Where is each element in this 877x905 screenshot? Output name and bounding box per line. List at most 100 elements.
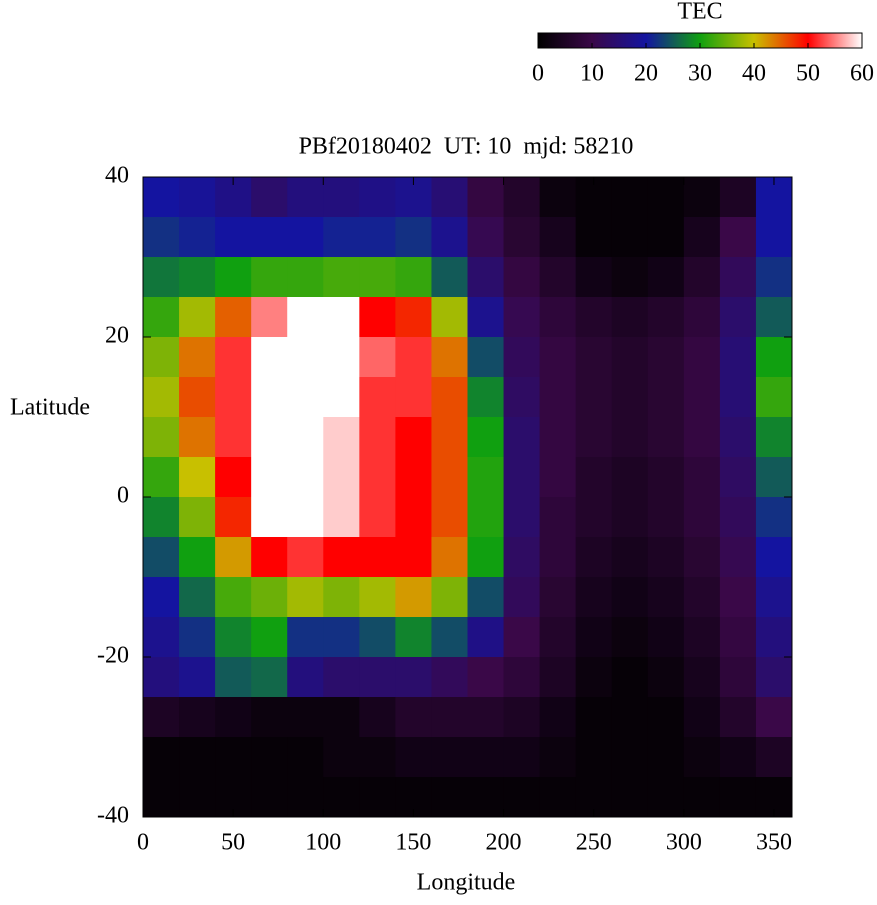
heatmap-cell xyxy=(431,617,468,658)
heatmap-cell xyxy=(683,577,721,618)
heatmap-cell xyxy=(611,577,649,618)
heatmap-cell xyxy=(755,577,793,618)
heatmap-cell xyxy=(359,537,396,578)
x-tick-label: 0 xyxy=(137,830,149,856)
heatmap-cell xyxy=(215,577,252,618)
heatmap-cell xyxy=(683,457,721,498)
heatmap-cell xyxy=(683,337,721,378)
heatmap-cell xyxy=(431,537,468,578)
heatmap-cell xyxy=(359,617,396,658)
heatmap-cell xyxy=(323,617,360,658)
heatmap-cell xyxy=(719,697,757,738)
heatmap-cell xyxy=(755,457,793,498)
heatmap-cell xyxy=(647,617,685,658)
heatmap-cell xyxy=(467,737,505,778)
y-tick-label: 40 xyxy=(105,163,129,189)
heatmap-cell xyxy=(431,337,468,378)
heatmap-cell xyxy=(215,497,252,538)
heatmap-cell xyxy=(215,297,252,338)
heatmap-cell xyxy=(179,777,216,818)
heatmap-cell xyxy=(467,657,505,698)
heatmap-cell xyxy=(575,337,613,378)
heatmap-cell xyxy=(395,457,432,498)
colorbar-label: TEC xyxy=(677,0,722,25)
heatmap-cell xyxy=(647,697,685,738)
heatmap-cell xyxy=(611,177,649,218)
y-tick-label: -40 xyxy=(97,803,129,829)
heatmap-cell xyxy=(647,217,685,258)
heatmap-cell xyxy=(719,217,757,258)
heatmap-cell xyxy=(395,377,432,418)
heatmap-cell xyxy=(719,457,757,498)
heatmap-cell xyxy=(647,777,685,818)
heatmap-cell xyxy=(503,337,541,378)
heatmap-cell xyxy=(323,297,360,338)
heatmap-cell xyxy=(575,457,613,498)
heatmap-cell xyxy=(467,457,505,498)
heatmap-cell xyxy=(503,457,541,498)
heatmap-cell xyxy=(539,177,577,218)
colorbar-tick-label: 50 xyxy=(796,61,820,87)
heatmap-cell xyxy=(431,697,468,738)
heatmap-cell xyxy=(359,697,396,738)
heatmap-cell xyxy=(179,457,216,498)
heatmap-cell xyxy=(287,257,324,298)
x-tick-label: 100 xyxy=(305,830,341,856)
heatmap-cell xyxy=(215,337,252,378)
heatmap-cell xyxy=(323,257,360,298)
heatmap-cell xyxy=(611,657,649,698)
heatmap-cell xyxy=(323,657,360,698)
heatmap-cell xyxy=(359,297,396,338)
heatmap-cell xyxy=(143,337,180,378)
heatmap-cell xyxy=(575,697,613,738)
heatmap-cell xyxy=(719,737,757,778)
heatmap-cell xyxy=(575,217,613,258)
heatmap-cell xyxy=(539,577,577,618)
heatmap-cell xyxy=(395,617,432,658)
heatmap-cell xyxy=(251,177,288,218)
heatmap-cell xyxy=(143,497,180,538)
colorbar-tick-label: 40 xyxy=(742,61,766,87)
heatmap-cell xyxy=(359,417,396,458)
heatmap-cell xyxy=(755,737,793,778)
heatmap-cell xyxy=(323,337,360,378)
heatmap-cell xyxy=(359,457,396,498)
heatmap-cell xyxy=(683,177,721,218)
heatmap-cell xyxy=(575,617,613,658)
heatmap-cell xyxy=(179,617,216,658)
heatmap-cell xyxy=(539,617,577,658)
heatmap-cell xyxy=(215,257,252,298)
heatmap-cell xyxy=(287,737,324,778)
heatmap-cell xyxy=(359,217,396,258)
heatmap-cell xyxy=(719,657,757,698)
heatmap-cell xyxy=(143,657,180,698)
heatmap-cell xyxy=(647,417,685,458)
heatmap-cell xyxy=(215,417,252,458)
heatmap-cell xyxy=(575,297,613,338)
heatmap-cell xyxy=(359,377,396,418)
heatmap-cell xyxy=(575,577,613,618)
heatmap-cell xyxy=(719,177,757,218)
heatmap-cell xyxy=(647,377,685,418)
heatmap-cell xyxy=(539,657,577,698)
heatmap-cell xyxy=(287,497,324,538)
y-tick-label: -20 xyxy=(97,643,129,669)
heatmap-cell xyxy=(467,257,505,298)
heatmap-cell xyxy=(467,497,505,538)
heatmap-cell xyxy=(611,497,649,538)
heatmap-cell xyxy=(683,217,721,258)
heatmap-cell xyxy=(179,537,216,578)
heatmap-cell xyxy=(647,457,685,498)
heatmap-cell xyxy=(755,497,793,538)
heatmap-cell xyxy=(647,257,685,298)
heatmap-cell xyxy=(503,617,541,658)
heatmap-cell xyxy=(503,577,541,618)
heatmap-cell xyxy=(179,297,216,338)
heatmap-cell xyxy=(611,697,649,738)
x-tick-label: 350 xyxy=(756,830,792,856)
heatmap-cell xyxy=(143,537,180,578)
heatmap-cell xyxy=(251,337,288,378)
heatmap-cell xyxy=(143,737,180,778)
colorbar-tick-label: 30 xyxy=(688,61,712,87)
heatmap-cell xyxy=(755,337,793,378)
